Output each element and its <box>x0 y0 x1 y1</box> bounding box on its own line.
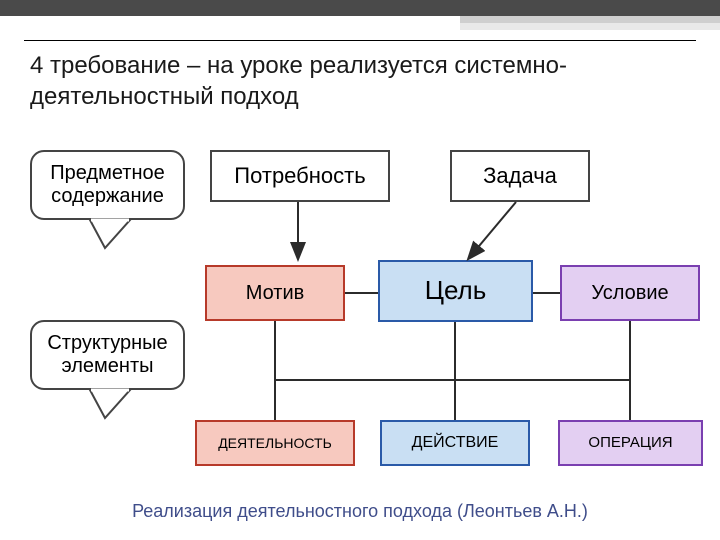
node-motive: Мотив <box>205 265 345 321</box>
node-action: ДЕЙСТВИЕ <box>380 420 530 466</box>
node-activity: ДЕЯТЕЛЬНОСТЬ <box>195 420 355 466</box>
callout-structural-elements: Структурныеэлементы <box>30 320 185 390</box>
node-goal: Цель <box>378 260 533 322</box>
node-need: Потребность <box>210 150 390 202</box>
node-operation: ОПЕРАЦИЯ <box>558 420 703 466</box>
callout-subject-content: Предметноесодержание <box>30 150 185 220</box>
slide-footer: Реализация деятельностного подхода (Леон… <box>0 501 720 522</box>
diagram-canvas: Предметноесодержание Структурныеэлементы П… <box>0 0 720 540</box>
node-condition: Условие <box>560 265 700 321</box>
node-task: Задача <box>450 150 590 202</box>
